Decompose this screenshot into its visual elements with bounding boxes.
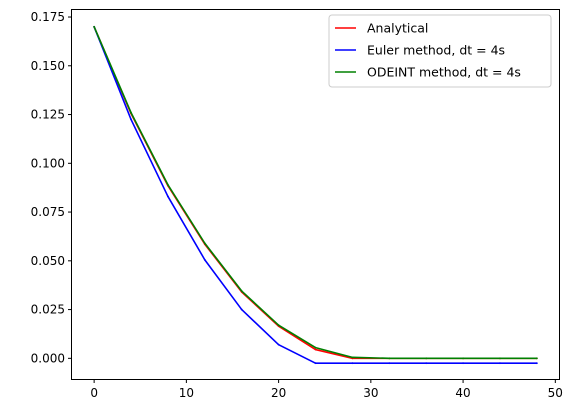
data-point-euler-method-dt-4s — [499, 362, 501, 365]
data-point-odeint-method-dt-4s — [314, 346, 317, 349]
data-point-euler-method-dt-4s — [314, 362, 317, 365]
x-tick-label: 20 — [271, 386, 286, 400]
data-point-odeint-method-dt-4s — [167, 183, 169, 186]
data-point-euler-method-dt-4s — [462, 362, 464, 365]
y-tick-label: 0.150 — [31, 59, 65, 73]
data-point-euler-method-dt-4s — [277, 343, 280, 346]
plot-frame — [71, 9, 560, 380]
x-axis: 0 10 20 30 40 50 — [90, 379, 563, 400]
x-tick-label: 10 — [179, 386, 194, 400]
y-tick-label: 0.000 — [31, 351, 65, 365]
data-point-odeint-method-dt-4s — [535, 357, 538, 360]
y-tick-label: 0.025 — [31, 303, 65, 317]
data-point-odeint-method-dt-4s — [203, 242, 206, 245]
data-point-odeint-method-dt-4s — [425, 357, 428, 360]
x-tick-label: 0 — [90, 386, 98, 400]
x-tick-label: 40 — [455, 386, 470, 400]
data-point-euler-method-dt-4s — [388, 362, 391, 365]
legend-box — [328, 14, 552, 88]
y-tick-label: 0.175 — [31, 10, 65, 24]
y-tick-label: 0.125 — [31, 108, 65, 122]
x-tick-label: 50 — [548, 386, 563, 400]
data-point-odeint-method-dt-4s — [388, 357, 391, 360]
data-point-euler-method-dt-4s — [425, 362, 428, 365]
data-point-euler-method-dt-4s — [167, 195, 169, 198]
data-point-euler-method-dt-4s — [130, 118, 132, 121]
legend-label-analytical: Analytical — [367, 21, 428, 36]
y-tick-label: 0.050 — [31, 254, 65, 268]
legend-label-euler-method-dt-4s: Euler method, dt = 4s — [367, 43, 505, 58]
y-tick-label: 0.075 — [31, 205, 65, 219]
series-layer — [93, 25, 538, 365]
y-tick-label: 0.100 — [31, 156, 65, 170]
data-point-odeint-method-dt-4s — [499, 357, 501, 360]
legend: Analytical Euler method, dt = 4s ODEINT me… — [328, 14, 552, 88]
data-point-odeint-method-dt-4s — [462, 357, 464, 360]
data-point-odeint-method-dt-4s — [277, 324, 280, 327]
data-point-odeint-method-dt-4s — [93, 25, 96, 28]
data-point-euler-method-dt-4s — [240, 308, 243, 311]
y-axis: 0.000 0.025 0.050 0.075 0.100 0.125 0.150 0.175 — [31, 10, 72, 365]
data-point-euler-method-dt-4s — [203, 258, 206, 261]
data-point-euler-method-dt-4s — [535, 362, 538, 365]
x-tick-label: 30 — [363, 386, 378, 400]
data-point-euler-method-dt-4s — [351, 362, 354, 365]
legend-label-odeint-method-dt-4s: ODEINT method, dt = 4s — [367, 65, 521, 80]
data-point-odeint-method-dt-4s — [240, 290, 243, 292]
data-point-odeint-method-dt-4s — [351, 356, 354, 359]
data-point-analytical — [314, 348, 317, 351]
data-point-odeint-method-dt-4s — [130, 111, 132, 114]
